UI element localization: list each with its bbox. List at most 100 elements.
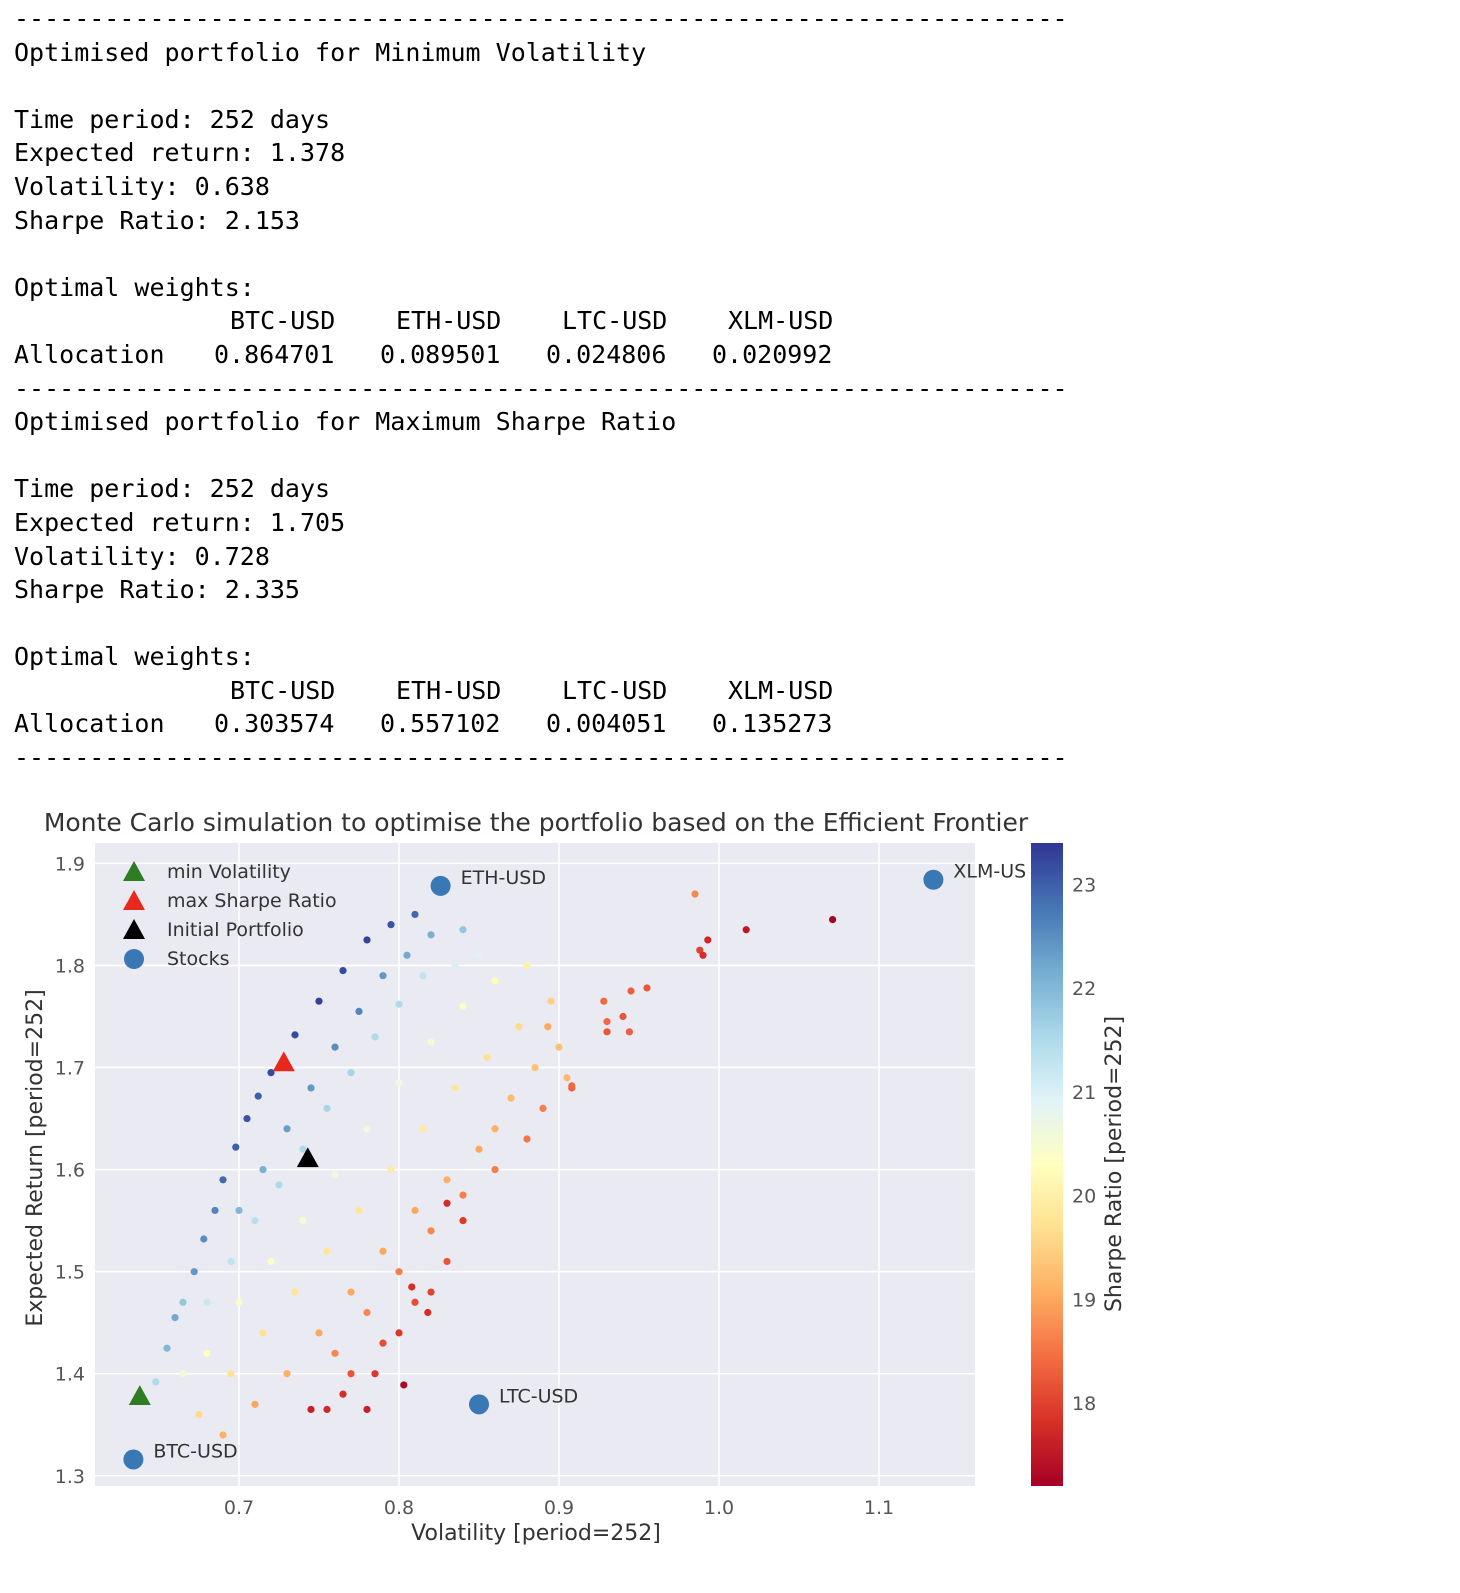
simulation-point — [355, 1206, 363, 1215]
simulation-point — [395, 1000, 403, 1008]
simulation-point — [491, 1125, 499, 1133]
colorbar-label: Sharpe Ratio [period=252] — [1102, 1016, 1127, 1312]
simulation-point — [491, 1166, 499, 1174]
simulation-point — [387, 921, 395, 929]
max-sharpe-sharpe: Sharpe Ratio: 2.335 — [14, 575, 300, 605]
simulation-point — [568, 1082, 576, 1090]
x-axis-label: Volatility [period=252] — [411, 1521, 661, 1546]
simulation-point — [227, 1257, 235, 1266]
simulation-point — [299, 1145, 307, 1153]
separator-rule: ----------------------------------------… — [14, 4, 1068, 33]
y-tick-label: 1.7 — [55, 1058, 85, 1080]
optimisation-report: ----------------------------------------… — [14, 2, 1194, 775]
colorbar-tick-label: 20 — [1072, 1186, 1096, 1208]
simulation-point — [259, 1329, 267, 1337]
simulation-point — [507, 1094, 515, 1102]
simulation-point — [627, 987, 635, 995]
simulation-point — [254, 1092, 262, 1100]
separator-rule: ----------------------------------------… — [14, 373, 1068, 403]
stock-marker — [123, 1449, 144, 1470]
column-header: BTC-USD — [230, 306, 336, 336]
x-tick-label: 1.0 — [704, 1497, 734, 1519]
simulation-point — [427, 1288, 435, 1296]
simulation-point — [443, 1257, 451, 1266]
simulation-point — [643, 984, 651, 992]
min-vol-time-period: Time period: 252 days — [14, 104, 331, 134]
simulation-point — [419, 1125, 427, 1133]
stock-label: XLM-US — [953, 861, 1026, 883]
stock-marker — [430, 875, 451, 896]
simulation-point — [603, 1018, 611, 1026]
separator-rule: ----------------------------------------… — [14, 743, 1068, 773]
simulation-point — [443, 1199, 451, 1207]
legend-label: min Volatility — [167, 861, 291, 883]
simulation-point — [459, 926, 467, 934]
simulation-point — [379, 1247, 387, 1255]
simulation-points — [152, 890, 837, 1439]
simulation-point — [315, 1329, 323, 1337]
simulation-point — [829, 915, 837, 924]
simulation-point — [403, 951, 411, 959]
simulation-point — [475, 1145, 483, 1153]
simulation-point — [531, 1063, 539, 1072]
simulation-point — [363, 936, 371, 944]
simulation-point — [203, 1349, 211, 1357]
min-vol-allocation-row: Allocation 0.864701 0.089501 0.024806 0.… — [14, 338, 1194, 372]
y-axis-label: Expected Return [period=252] — [23, 989, 48, 1326]
x-tick-label: 0.8 — [384, 1497, 414, 1519]
simulation-point — [195, 1410, 203, 1419]
legend-label: Initial Portfolio — [167, 919, 304, 941]
legend-label: max Sharpe Ratio — [167, 890, 337, 912]
simulation-point — [211, 1206, 219, 1215]
simulation-point — [427, 1227, 435, 1235]
simulation-point — [363, 1308, 371, 1317]
max-sharpe-volatility: Volatility: 0.728 — [14, 541, 270, 571]
colorbar-tick-label: 18 — [1072, 1393, 1096, 1415]
simulation-point — [483, 1053, 491, 1061]
stock-label: BTC-USD — [153, 1440, 237, 1462]
legend-marker — [123, 919, 145, 939]
simulation-point — [347, 1370, 355, 1378]
simulation-point — [227, 1370, 235, 1378]
simulation-point — [243, 1114, 251, 1123]
stock-marker — [469, 1394, 489, 1415]
simulation-point — [395, 1329, 403, 1337]
x-tick-label: 0.7 — [224, 1497, 254, 1519]
y-axis-ticks: 1.3 1.4 1.5 1.6 1.7 1.8 1.9 — [55, 853, 85, 1487]
simulation-point — [339, 1390, 347, 1398]
colorbar-tick-label: 19 — [1072, 1289, 1096, 1311]
max-sharpe-weights-label: Optimal weights: — [14, 642, 255, 672]
min-vol-expected-return: Expected return: 1.378 — [14, 138, 346, 168]
colorbar-tick-label: 21 — [1072, 1082, 1096, 1104]
simulation-point — [600, 997, 608, 1005]
simulation-point — [379, 1339, 387, 1347]
simulation-point — [459, 1217, 467, 1225]
simulation-point — [291, 1288, 299, 1296]
allocation-value: 0.557102 — [380, 709, 501, 739]
simulation-point — [363, 1405, 371, 1414]
simulation-point — [307, 1405, 315, 1414]
simulation-point — [523, 1135, 531, 1143]
simulation-point — [451, 1084, 459, 1092]
simulation-point — [323, 1405, 331, 1414]
simulation-point — [171, 1313, 179, 1322]
simulation-point — [699, 951, 707, 959]
max-sharpe-time-period: Time period: 252 days — [14, 474, 331, 504]
simulation-point — [283, 1125, 291, 1133]
simulation-point — [355, 1007, 363, 1016]
allocation-value: 0.089501 — [380, 339, 501, 369]
simulation-point — [307, 1084, 315, 1092]
simulation-point — [200, 1235, 208, 1243]
column-header: ETH-USD — [396, 306, 502, 336]
column-header: LTC-USD — [562, 306, 668, 336]
simulation-point — [491, 977, 499, 985]
plot-area — [95, 843, 975, 1486]
simulation-point — [232, 1143, 240, 1151]
colorbar-ticks: 18 19 20 21 22 23 — [1072, 874, 1096, 1415]
simulation-point — [331, 1349, 339, 1357]
stock-label: ETH-USD — [461, 867, 546, 889]
simulation-point — [267, 1069, 275, 1077]
simulation-point — [259, 1166, 267, 1174]
simulation-point — [475, 951, 483, 959]
simulation-point — [603, 1028, 611, 1036]
